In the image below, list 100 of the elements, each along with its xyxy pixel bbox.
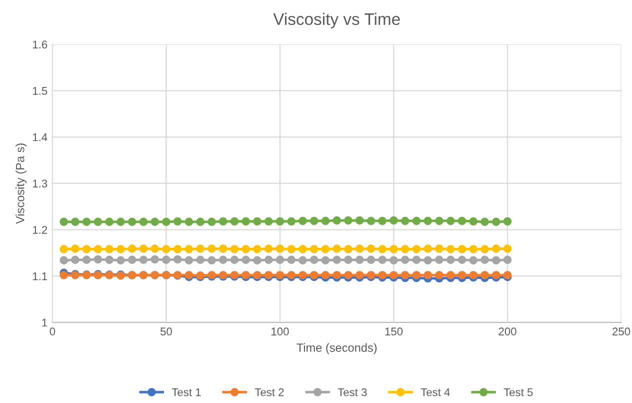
legend-label: Test 5 [504, 388, 533, 396]
point [424, 270, 432, 280]
point [82, 218, 91, 226]
point [412, 270, 421, 280]
point [218, 244, 228, 253]
point [242, 245, 250, 254]
point [344, 216, 352, 225]
point [139, 244, 148, 253]
point [378, 270, 387, 280]
point [139, 218, 148, 226]
point [82, 256, 91, 264]
point [332, 256, 342, 264]
y-axis-title: Viscosity (Pa s) [16, 144, 27, 224]
x-tick-label: 100 [272, 328, 289, 336]
point [298, 216, 307, 226]
point [390, 256, 398, 264]
point [298, 245, 307, 254]
point [355, 216, 364, 225]
point [435, 256, 444, 264]
point [264, 256, 273, 264]
point [276, 256, 284, 264]
point [71, 244, 80, 253]
point [105, 256, 114, 264]
point [173, 217, 182, 226]
point [218, 217, 228, 226]
point [480, 256, 489, 264]
point [469, 245, 478, 254]
point [196, 218, 205, 226]
point [458, 256, 466, 264]
point [321, 256, 330, 264]
point [503, 217, 512, 226]
point [82, 245, 91, 254]
point [390, 245, 398, 254]
y-tick-label: 1.2 [33, 226, 48, 234]
legend-label: Test 1 [172, 388, 201, 396]
point [150, 218, 160, 226]
point [492, 270, 500, 280]
point [218, 256, 228, 264]
point [355, 244, 364, 253]
point [208, 244, 216, 253]
point [366, 244, 376, 253]
point [412, 216, 421, 226]
point [332, 244, 342, 253]
point [378, 245, 387, 254]
point [310, 216, 318, 226]
point [264, 244, 273, 253]
point [230, 217, 239, 226]
y-tick-label: 1.5 [33, 87, 48, 95]
point [94, 245, 102, 254]
point [492, 256, 500, 264]
point [276, 217, 284, 226]
point [458, 270, 466, 280]
point [503, 256, 512, 264]
point [469, 270, 478, 280]
point [150, 244, 160, 253]
point [412, 245, 421, 254]
point [287, 245, 296, 254]
point [435, 270, 444, 280]
chart-title: Viscosity vs Time [273, 12, 400, 28]
point [332, 270, 342, 280]
point [173, 255, 182, 264]
point [400, 245, 410, 254]
point [230, 256, 239, 264]
point [503, 244, 512, 253]
point [458, 216, 466, 226]
point [128, 256, 136, 264]
point [184, 218, 194, 226]
point [400, 270, 410, 280]
point [344, 245, 352, 254]
point [446, 245, 455, 254]
point [276, 244, 284, 253]
legend-label: Test 4 [420, 388, 450, 396]
point [128, 244, 136, 253]
legend-label: Test 2 [254, 388, 284, 396]
point [378, 216, 387, 226]
point [184, 256, 194, 264]
point [390, 270, 398, 280]
point [480, 270, 489, 280]
point [412, 256, 421, 264]
x-tick-label: 50 [160, 328, 172, 336]
point [492, 244, 500, 253]
point [480, 218, 489, 226]
point [435, 216, 444, 226]
point [400, 256, 410, 264]
x-axis-title: Time (seconds) [296, 343, 377, 354]
point [400, 216, 410, 226]
point [390, 216, 398, 225]
point [435, 244, 444, 253]
point [321, 270, 330, 280]
point [366, 256, 376, 264]
point [253, 256, 262, 264]
point [208, 256, 216, 264]
point [424, 216, 432, 226]
point [60, 256, 68, 264]
point [71, 256, 80, 264]
point [139, 256, 148, 264]
point [208, 218, 216, 226]
y-tick-label: 1 [42, 318, 48, 326]
point [173, 245, 182, 254]
point [162, 218, 170, 226]
